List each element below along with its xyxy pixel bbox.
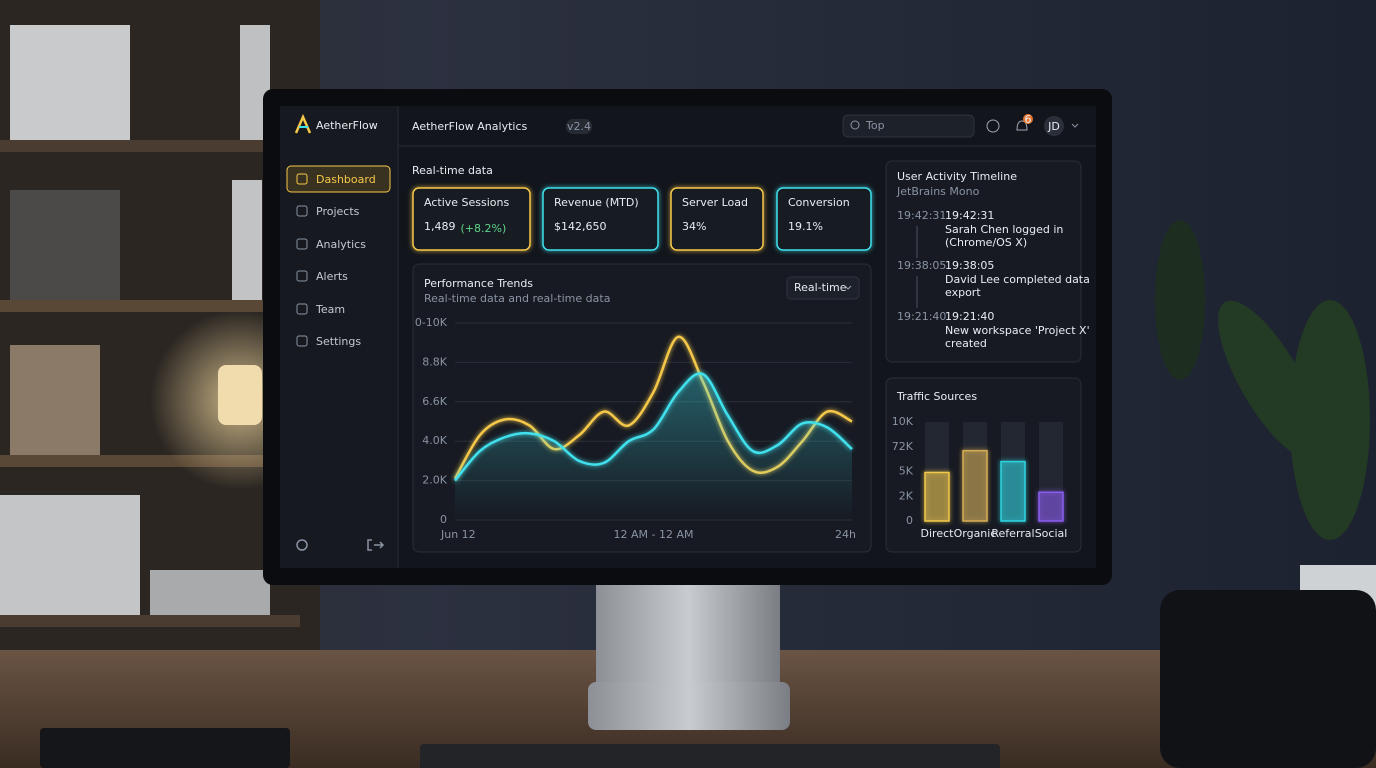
nav-icon — [296, 303, 308, 315]
kpi-label: Conversion — [788, 196, 850, 209]
event-text: created — [945, 337, 987, 350]
brand: AetherFlow — [316, 119, 378, 132]
y-tick-label: 0 — [440, 513, 447, 526]
bar — [962, 449, 988, 522]
kpi-label: Server Load — [682, 196, 748, 209]
y-tick-label: 8.8K — [422, 355, 447, 368]
settings-icon[interactable] — [296, 539, 308, 551]
area — [455, 373, 852, 520]
nav-icon — [296, 270, 308, 282]
event-time: 19:42:31 — [897, 209, 946, 222]
event-text: (Chrome/OS X) — [945, 236, 1027, 249]
chart-subtitle: Real-time data and real-time data — [424, 292, 610, 305]
x-tick-label: Jun 12 — [440, 528, 476, 541]
line — [454, 372, 853, 482]
help-icon[interactable] — [986, 119, 1000, 133]
nav-icon — [296, 205, 308, 217]
notification-badge — [1023, 114, 1033, 124]
nav-item[interactable]: Projects — [316, 205, 360, 218]
logout-icon[interactable] — [367, 539, 385, 551]
chevron — [1071, 123, 1079, 128]
y-tick-label: 10K — [892, 415, 914, 428]
y-tick-label: 4.0K — [422, 434, 447, 447]
plant — [1155, 220, 1376, 645]
x-tick-label: Direct — [921, 527, 955, 540]
nav-icon — [296, 238, 308, 250]
dropdown-label: Real-time — [794, 281, 847, 294]
y-tick-label: 2.0K — [422, 474, 447, 487]
chart-title: Performance Trends — [424, 277, 533, 290]
version: v2.4 — [567, 120, 591, 133]
kpi-value: 34% — [682, 220, 706, 233]
event-heading: 19:21:40 — [945, 310, 994, 323]
search-box[interactable] — [842, 114, 975, 138]
keyboard — [420, 744, 1000, 768]
bar — [924, 471, 950, 522]
notification-count: 6 — [1025, 113, 1032, 126]
y-tick-label: 6.6K — [422, 395, 447, 408]
event-text: Sarah Chen logged in — [945, 223, 1063, 236]
y-tick-label: 72K — [892, 440, 914, 453]
search-placeholder: Top — [865, 119, 885, 132]
event-time: 19:21:40 — [897, 310, 946, 323]
event-text: David Lee completed data — [945, 273, 1090, 286]
avatar[interactable] — [1044, 116, 1064, 136]
kpi-card — [776, 187, 872, 251]
event-heading: 19:38:05 — [945, 259, 994, 272]
kpi-label: Revenue (MTD) — [554, 196, 639, 209]
bell-icon[interactable] — [1016, 120, 1028, 131]
nav-icon — [296, 173, 308, 185]
kpi-card — [542, 187, 659, 251]
kpi-card — [670, 187, 764, 251]
nav-active[interactable] — [286, 165, 391, 193]
nav-item[interactable]: Dashboard — [316, 173, 376, 186]
chevron — [844, 285, 852, 290]
timeline-title: User Activity Timeline — [897, 170, 1017, 183]
page-title: AetherFlow Analytics — [412, 120, 528, 133]
bar — [1038, 491, 1064, 522]
y-tick-label: 5K — [899, 465, 914, 478]
x-tick-label: Referral — [991, 527, 1034, 540]
kpi-label: Active Sessions — [424, 196, 509, 209]
x-tick-label: Social — [1035, 527, 1068, 540]
avatar-initials: JD — [1047, 120, 1060, 133]
dropdown[interactable] — [786, 276, 860, 300]
kpi-value: 19.1% — [788, 220, 823, 233]
bar — [1000, 460, 1026, 522]
timeline-subtitle: JetBrains Mono — [896, 185, 980, 198]
panel — [885, 160, 1082, 363]
kpi-change: (+8.2%) — [461, 222, 507, 235]
notebook — [40, 728, 290, 768]
event-text: New workspace 'Project X' — [945, 324, 1090, 337]
kpi-value: $142,650 — [554, 220, 607, 233]
nav-item[interactable]: Analytics — [316, 238, 366, 251]
x-tick-label: 12 AM - 12 AM — [614, 528, 694, 541]
nav-item[interactable]: Alerts — [316, 270, 348, 283]
nav-item[interactable]: Settings — [316, 335, 361, 348]
kpi-value: 1,489 — [424, 220, 456, 233]
y-tick-label: 0 — [906, 514, 913, 527]
x-tick-label: 24h — [835, 528, 856, 541]
version-badge — [566, 119, 592, 134]
y-tick-label: 2K — [899, 489, 914, 502]
monitor-base — [588, 682, 790, 730]
event-heading: 19:42:31 — [945, 209, 994, 222]
monitor-stand — [596, 585, 780, 685]
section-title: Real-time data — [412, 164, 493, 177]
nav-item[interactable]: Team — [315, 303, 345, 316]
x-tick-label: Organic — [954, 527, 997, 540]
y-tick-label: 0-10K — [415, 316, 448, 329]
search-icon — [850, 120, 860, 130]
chair — [1160, 590, 1376, 768]
event-time: 19:38:05 — [897, 259, 946, 272]
kpi-card — [412, 187, 531, 251]
event-text: export — [945, 286, 981, 299]
chart-title: Traffic Sources — [896, 390, 977, 403]
nav-icon — [296, 335, 308, 347]
